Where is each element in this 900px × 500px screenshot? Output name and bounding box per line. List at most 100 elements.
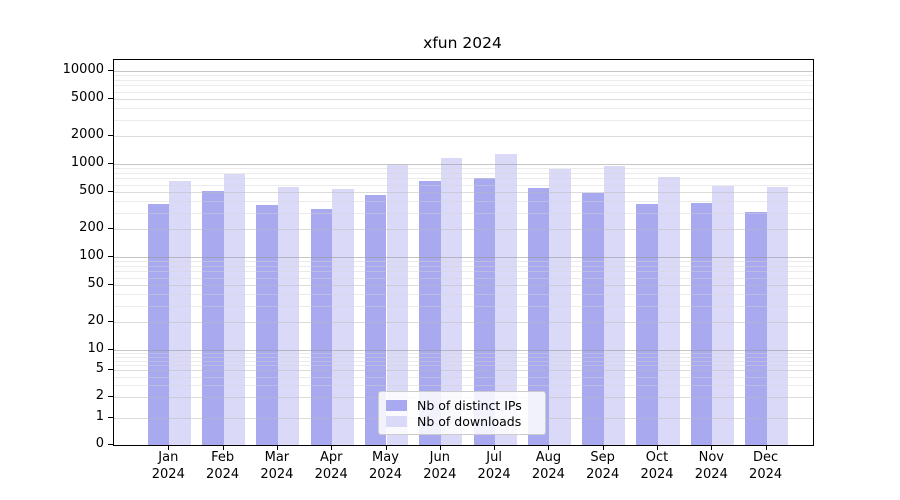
y-tick-200 <box>108 228 113 229</box>
bar-ips-sep <box>582 192 604 445</box>
y-tick-20 <box>108 321 113 322</box>
bar-ips-jul <box>473 178 496 445</box>
y-tick-label-2000: 2000 <box>70 127 104 142</box>
bar-ips-aug <box>527 188 550 445</box>
legend-swatch-downloads <box>386 415 407 427</box>
month-label: Sep <box>590 450 615 465</box>
gridline-1000 <box>114 164 813 165</box>
x-tick-dec <box>765 445 767 450</box>
bar-ips-mar <box>256 205 278 445</box>
gridline-70 <box>114 271 813 273</box>
gridline-10 <box>114 350 813 351</box>
y-tick-label-10000: 10000 <box>62 62 104 77</box>
y-tick-0 <box>108 443 113 445</box>
gridline-6 <box>114 365 813 366</box>
year-label: 2024 <box>640 466 674 482</box>
x-tick-label-dec: Dec 2024 <box>726 450 806 483</box>
x-tick-sep <box>602 445 604 450</box>
x-tick-jan <box>168 445 170 450</box>
month-label: Nov <box>698 450 724 465</box>
x-tick-label-nov: Nov 2024 <box>671 450 751 483</box>
bar-downloads-aug <box>549 169 571 445</box>
month-label: Oct <box>645 450 669 465</box>
x-tick-label-mar: Mar 2024 <box>237 450 317 483</box>
y-tick-50 <box>108 284 113 285</box>
month-label: Mar <box>264 450 290 465</box>
gridline-9000 <box>114 75 813 77</box>
gridline-4 <box>114 376 813 378</box>
x-tick-aug <box>548 445 550 450</box>
y-tick-label-2: 2 <box>95 388 104 404</box>
legend-swatch-distinct-ips <box>386 399 407 411</box>
year-label: 2024 <box>694 466 728 482</box>
gridline-400 <box>114 201 813 202</box>
bar-downloads-sep <box>603 165 626 445</box>
gridline-80 <box>114 266 813 267</box>
x-tick-mar <box>276 445 278 450</box>
month-label: Feb <box>211 450 235 465</box>
gridline-3 <box>114 385 813 387</box>
gridline-200 <box>114 229 813 230</box>
y-tick-100 <box>108 256 113 257</box>
year-label: 2024 <box>368 466 403 482</box>
legend-item-downloads: Nb of downloads <box>386 413 537 429</box>
x-tick-label-sep: Sep 2024 <box>563 450 643 483</box>
month-label: Apr <box>319 450 343 465</box>
y-tick-10000 <box>108 70 113 71</box>
month-label: Jun <box>429 450 450 465</box>
x-tick-label-feb: Feb 2024 <box>183 450 263 483</box>
bar-ips-jun <box>419 180 441 445</box>
gridline-5 <box>114 370 813 372</box>
year-label: 2024 <box>531 466 565 482</box>
month-label: Jul <box>486 450 502 465</box>
gridline-7000 <box>114 85 813 87</box>
y-tick-label-100: 100 <box>79 248 104 263</box>
chart-title: xfun 2024 <box>423 34 502 52</box>
gridline-7 <box>114 360 813 362</box>
year-label: 2024 <box>314 466 348 482</box>
gridline-600 <box>114 184 813 186</box>
y-tick-label-1: 1 <box>95 408 104 424</box>
y-tick-label-200: 200 <box>79 220 104 235</box>
x-tick-may <box>385 445 387 450</box>
gridline-90 <box>114 261 813 263</box>
y-tick-label-5: 5 <box>95 361 104 377</box>
bar-downloads-mar <box>277 186 300 445</box>
y-tick-5 <box>108 369 113 371</box>
gridline-500 <box>114 192 813 193</box>
legend: Nb of distinct IPs Nb of downloads <box>378 391 546 435</box>
bar-downloads-feb <box>223 173 246 445</box>
y-tick-label-0: 0 <box>95 435 104 451</box>
gridline-10000 <box>114 71 813 72</box>
bar-ips-apr <box>310 209 333 445</box>
bar-ips-dec <box>745 212 767 445</box>
gridline-700 <box>114 178 813 180</box>
year-label: 2024 <box>749 466 783 482</box>
x-tick-jun <box>439 445 441 450</box>
bar-ips-oct <box>636 204 658 445</box>
gridline-20 <box>114 322 813 323</box>
bar-downloads-jan <box>169 180 191 445</box>
year-label: 2024 <box>477 466 511 482</box>
x-tick-label-may: May 2024 <box>346 450 426 483</box>
y-tick-1000 <box>108 163 113 164</box>
y-tick-1 <box>108 416 113 418</box>
x-tick-feb <box>222 445 224 450</box>
year-label: 2024 <box>206 466 240 482</box>
y-tick-label-1000: 1000 <box>70 155 104 170</box>
year-label: 2024 <box>423 466 457 482</box>
y-tick-label-500: 500 <box>79 183 104 198</box>
bar-downloads-apr <box>332 188 354 445</box>
gridline-9 <box>114 353 813 355</box>
y-tick-label-50: 50 <box>87 276 104 291</box>
y-tick-label-20: 20 <box>87 313 104 328</box>
y-tick-10 <box>108 349 113 350</box>
gridline-50 <box>114 285 813 286</box>
month-label: Jan <box>158 450 179 465</box>
x-tick-label-jun: Jun 2024 <box>400 450 480 483</box>
gridline-3000 <box>114 119 813 121</box>
x-tick-jul <box>494 445 496 450</box>
gridline-60 <box>114 277 813 279</box>
gridline-30 <box>114 305 813 307</box>
gridline-800 <box>114 173 813 174</box>
